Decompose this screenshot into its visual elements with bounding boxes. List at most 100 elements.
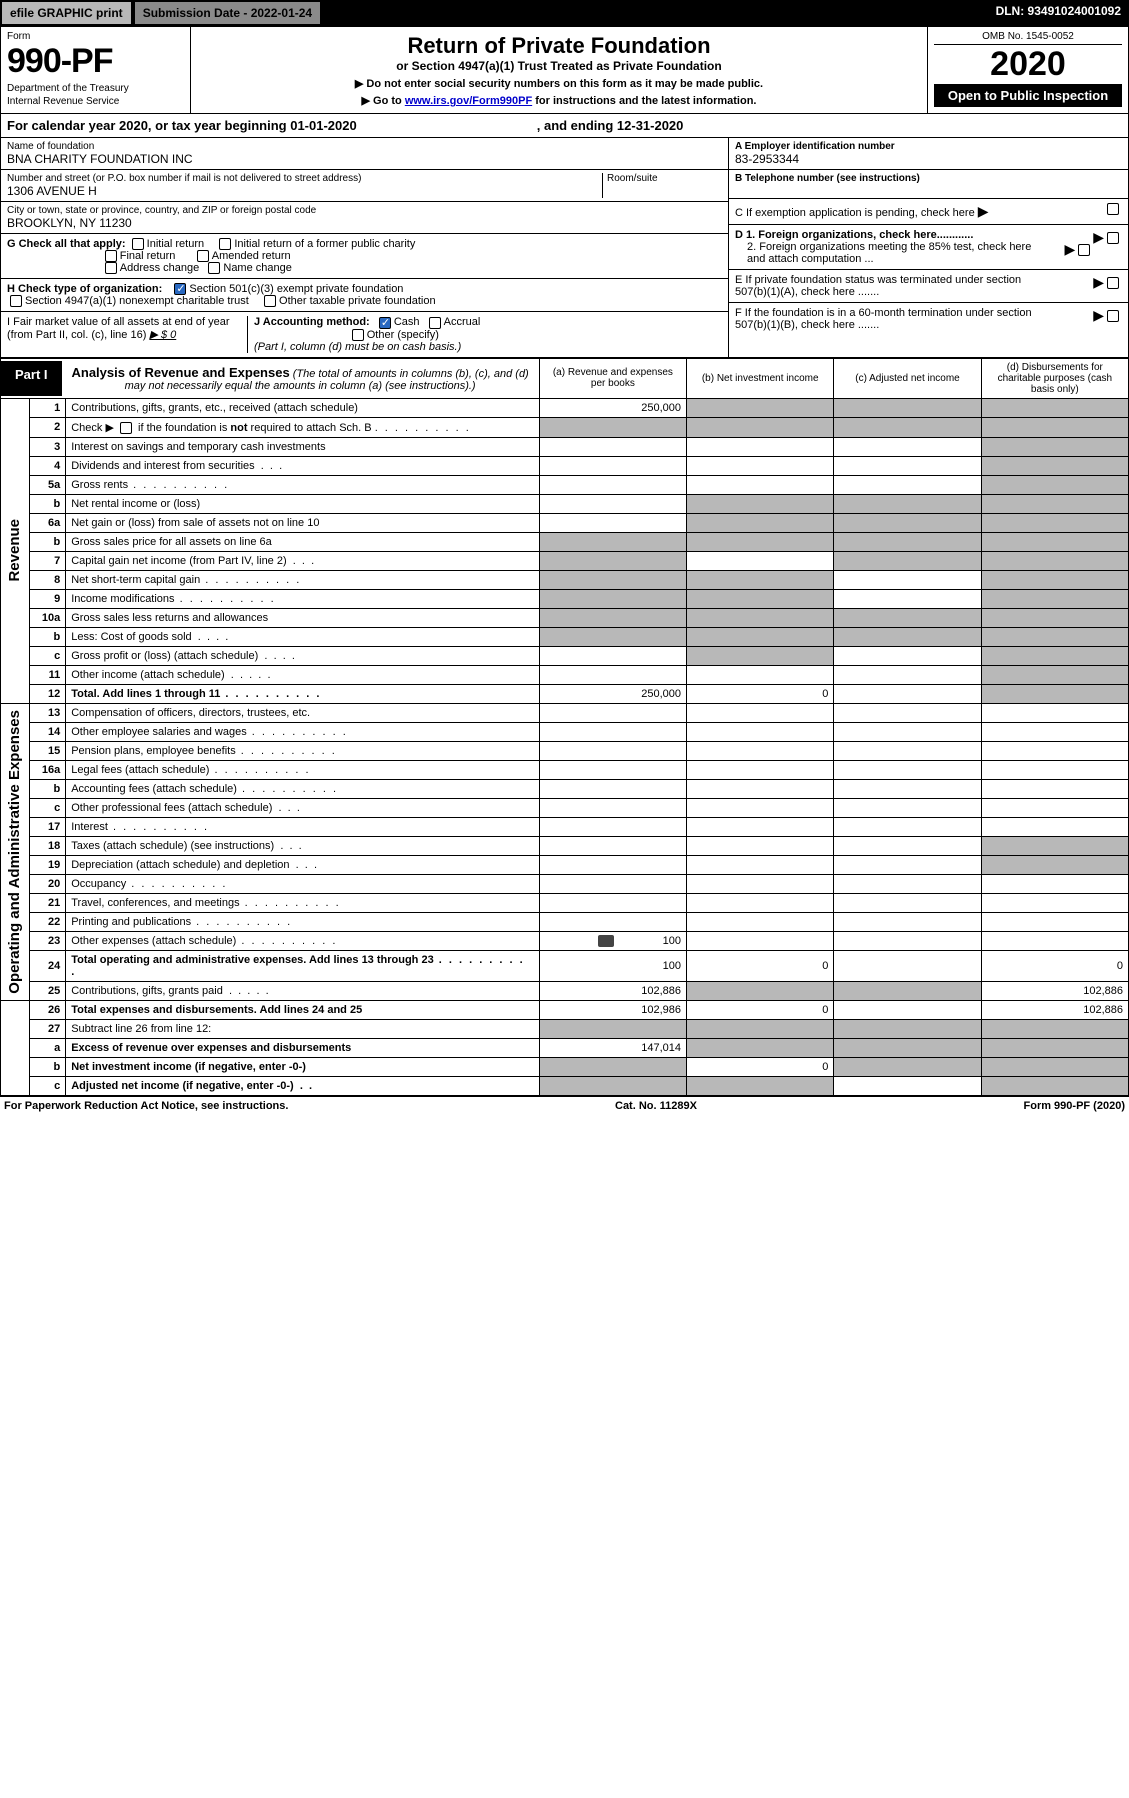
chk-initial-former[interactable] — [219, 238, 231, 250]
r14-num: 14 — [30, 722, 66, 741]
r26-desc: Total expenses and disbursements. Add li… — [66, 1000, 540, 1019]
chk-terminated[interactable] — [1107, 277, 1119, 289]
col-b-header: (b) Net investment income — [687, 358, 834, 398]
form-header: Form 990-PF Department of the Treasury I… — [0, 26, 1129, 114]
r16c-b — [687, 798, 834, 817]
chk-amended[interactable] — [197, 250, 209, 262]
r23-b — [687, 931, 834, 950]
section-c: C If exemption application is pending, c… — [729, 199, 1128, 225]
r17-b — [687, 817, 834, 836]
chk-60month[interactable] — [1107, 310, 1119, 322]
note2-post: for instructions and the latest informat… — [532, 95, 756, 107]
row-17: 17Interest — [1, 817, 1129, 836]
revenue-side-label: Revenue — [6, 519, 23, 582]
r7-b — [687, 551, 834, 570]
addr-label: Number and street (or P.O. box number if… — [7, 173, 602, 184]
r10c-b — [687, 646, 834, 665]
r20-desc: Occupancy — [66, 874, 540, 893]
row-10c: cGross profit or (loss) (attach schedule… — [1, 646, 1129, 665]
r18-num: 18 — [30, 836, 66, 855]
r8-d — [981, 570, 1128, 589]
r23-num: 23 — [30, 931, 66, 950]
r9-d — [981, 589, 1128, 608]
r6a-b — [687, 513, 834, 532]
row-2: 2Check ▶ if the foundation is not requir… — [1, 417, 1129, 437]
row-16b: bAccounting fees (attach schedule) — [1, 779, 1129, 798]
r8-b — [687, 570, 834, 589]
i-value: ▶ $ 0 — [149, 329, 176, 341]
tax-year: 2020 — [934, 45, 1122, 84]
r11-num: 11 — [30, 665, 66, 684]
r16c-num: c — [30, 798, 66, 817]
r11-desc: Other income (attach schedule) . . . . . — [66, 665, 540, 684]
camera-icon[interactable] — [598, 935, 614, 947]
h-4947: Section 4947(a)(1) nonexempt charitable … — [25, 295, 249, 307]
row-16c: cOther professional fees (attach schedul… — [1, 798, 1129, 817]
r4-num: 4 — [30, 456, 66, 475]
r6b-b — [687, 532, 834, 551]
r1-d — [981, 398, 1128, 417]
top-bar: efile GRAPHIC print Submission Date - 20… — [0, 0, 1129, 26]
r21-desc: Travel, conferences, and meetings — [66, 893, 540, 912]
r14-b — [687, 722, 834, 741]
r21-c — [834, 893, 981, 912]
r10a-c — [834, 608, 981, 627]
r21-num: 21 — [30, 893, 66, 912]
chk-accrual[interactable] — [429, 317, 441, 329]
r2-b — [687, 417, 834, 437]
cal-begin: For calendar year 2020, or tax year begi… — [7, 118, 357, 133]
form-year-block: OMB No. 1545-0052 2020 Open to Public In… — [928, 27, 1128, 113]
r15-c — [834, 741, 981, 760]
r3-d — [981, 437, 1128, 456]
r5a-num: 5a — [30, 475, 66, 494]
r16c-desc: Other professional fees (attach schedule… — [66, 798, 540, 817]
r19-b — [687, 855, 834, 874]
h-label: H Check type of organization: — [7, 283, 162, 295]
chk-other-method[interactable] — [352, 329, 364, 341]
r16a-d — [981, 760, 1128, 779]
chk-address-change[interactable] — [105, 262, 117, 274]
chk-sch-b[interactable] — [120, 422, 132, 434]
r10c-desc: Gross profit or (loss) (attach schedule)… — [66, 646, 540, 665]
chk-initial-return[interactable] — [132, 238, 144, 250]
r8-a — [539, 570, 686, 589]
chk-exemption-pending[interactable] — [1107, 203, 1119, 215]
r13-c — [834, 703, 981, 722]
chk-other-taxable[interactable] — [264, 295, 276, 307]
r27b-b: 0 — [687, 1057, 834, 1076]
r25-c — [834, 981, 981, 1000]
g-name-change: Name change — [223, 262, 292, 274]
section-ij: I Fair market value of all assets at end… — [1, 312, 728, 356]
r10a-a — [539, 608, 686, 627]
ein-value: 83-2953344 — [735, 152, 799, 166]
chk-4947[interactable] — [10, 295, 22, 307]
r8-num: 8 — [30, 570, 66, 589]
r3-b — [687, 437, 834, 456]
chk-foreign-org[interactable] — [1107, 232, 1119, 244]
r10c-a — [539, 646, 686, 665]
r2-d — [981, 417, 1128, 437]
r16c-a — [539, 798, 686, 817]
cal-end: , and ending 12-31-2020 — [537, 118, 684, 133]
form-note-2: ▶ Go to www.irs.gov/Form990PF for instru… — [197, 94, 921, 107]
r27a-desc: Excess of revenue over expenses and disb… — [66, 1038, 540, 1057]
r26-d: 102,886 — [981, 1000, 1128, 1019]
r27a-d — [981, 1038, 1128, 1057]
row-12: 12Total. Add lines 1 through 11250,0000 — [1, 684, 1129, 703]
r5b-num: b — [30, 494, 66, 513]
r11-c — [834, 665, 981, 684]
form-link[interactable]: www.irs.gov/Form990PF — [405, 95, 532, 107]
r11-d — [981, 665, 1128, 684]
r6b-c — [834, 532, 981, 551]
j-accrual: Accrual — [444, 316, 481, 328]
row-27a: aExcess of revenue over expenses and dis… — [1, 1038, 1129, 1057]
r19-a — [539, 855, 686, 874]
chk-85pct[interactable] — [1078, 244, 1090, 256]
chk-final-return[interactable] — [105, 250, 117, 262]
form-note-1: ▶ Do not enter social security numbers o… — [197, 77, 921, 90]
r8-c — [834, 570, 981, 589]
chk-name-change[interactable] — [208, 262, 220, 274]
r26-c — [834, 1000, 981, 1019]
chk-501c3[interactable] — [174, 283, 186, 295]
chk-cash[interactable] — [379, 317, 391, 329]
